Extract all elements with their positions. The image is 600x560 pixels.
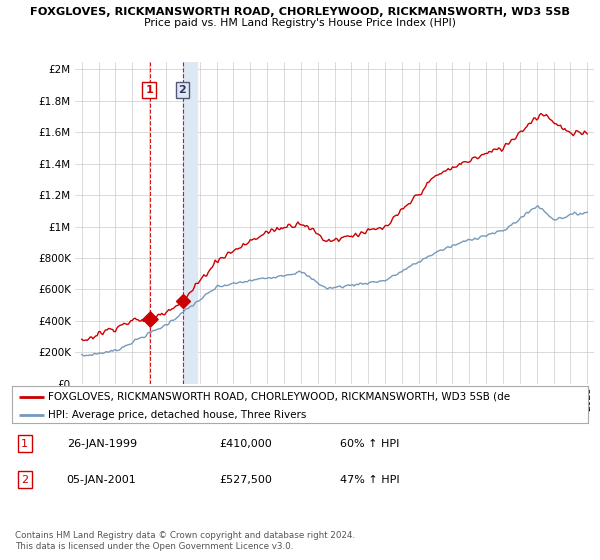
Text: HPI: Average price, detached house, Three Rivers: HPI: Average price, detached house, Thre… [48, 410, 306, 420]
Text: 2: 2 [178, 85, 186, 95]
Text: 1: 1 [145, 85, 153, 95]
Text: 26-JAN-1999: 26-JAN-1999 [67, 438, 137, 449]
Text: 05-JAN-2001: 05-JAN-2001 [67, 475, 136, 485]
Text: Price paid vs. HM Land Registry's House Price Index (HPI): Price paid vs. HM Land Registry's House … [144, 18, 456, 29]
Text: 47% ↑ HPI: 47% ↑ HPI [340, 475, 400, 485]
Text: FOXGLOVES, RICKMANSWORTH ROAD, CHORLEYWOOD, RICKMANSWORTH, WD3 5SB (de: FOXGLOVES, RICKMANSWORTH ROAD, CHORLEYWO… [48, 391, 510, 402]
Text: £527,500: £527,500 [220, 475, 272, 485]
Text: 2: 2 [21, 475, 28, 485]
Text: 60% ↑ HPI: 60% ↑ HPI [340, 438, 400, 449]
Bar [184, 62, 197, 384]
Point [179, 296, 188, 305]
Text: £410,000: £410,000 [220, 438, 272, 449]
Text: This data is licensed under the Open Government Licence v3.0.: This data is licensed under the Open Gov… [15, 542, 293, 550]
Text: Contains HM Land Registry data © Crown copyright and database right 2024.: Contains HM Land Registry data © Crown c… [15, 531, 355, 540]
Text: FOXGLOVES, RICKMANSWORTH ROAD, CHORLEYWOOD, RICKMANSWORTH, WD3 5SB: FOXGLOVES, RICKMANSWORTH ROAD, CHORLEYWO… [30, 7, 570, 17]
Point [146, 315, 155, 324]
Text: 1: 1 [21, 438, 28, 449]
